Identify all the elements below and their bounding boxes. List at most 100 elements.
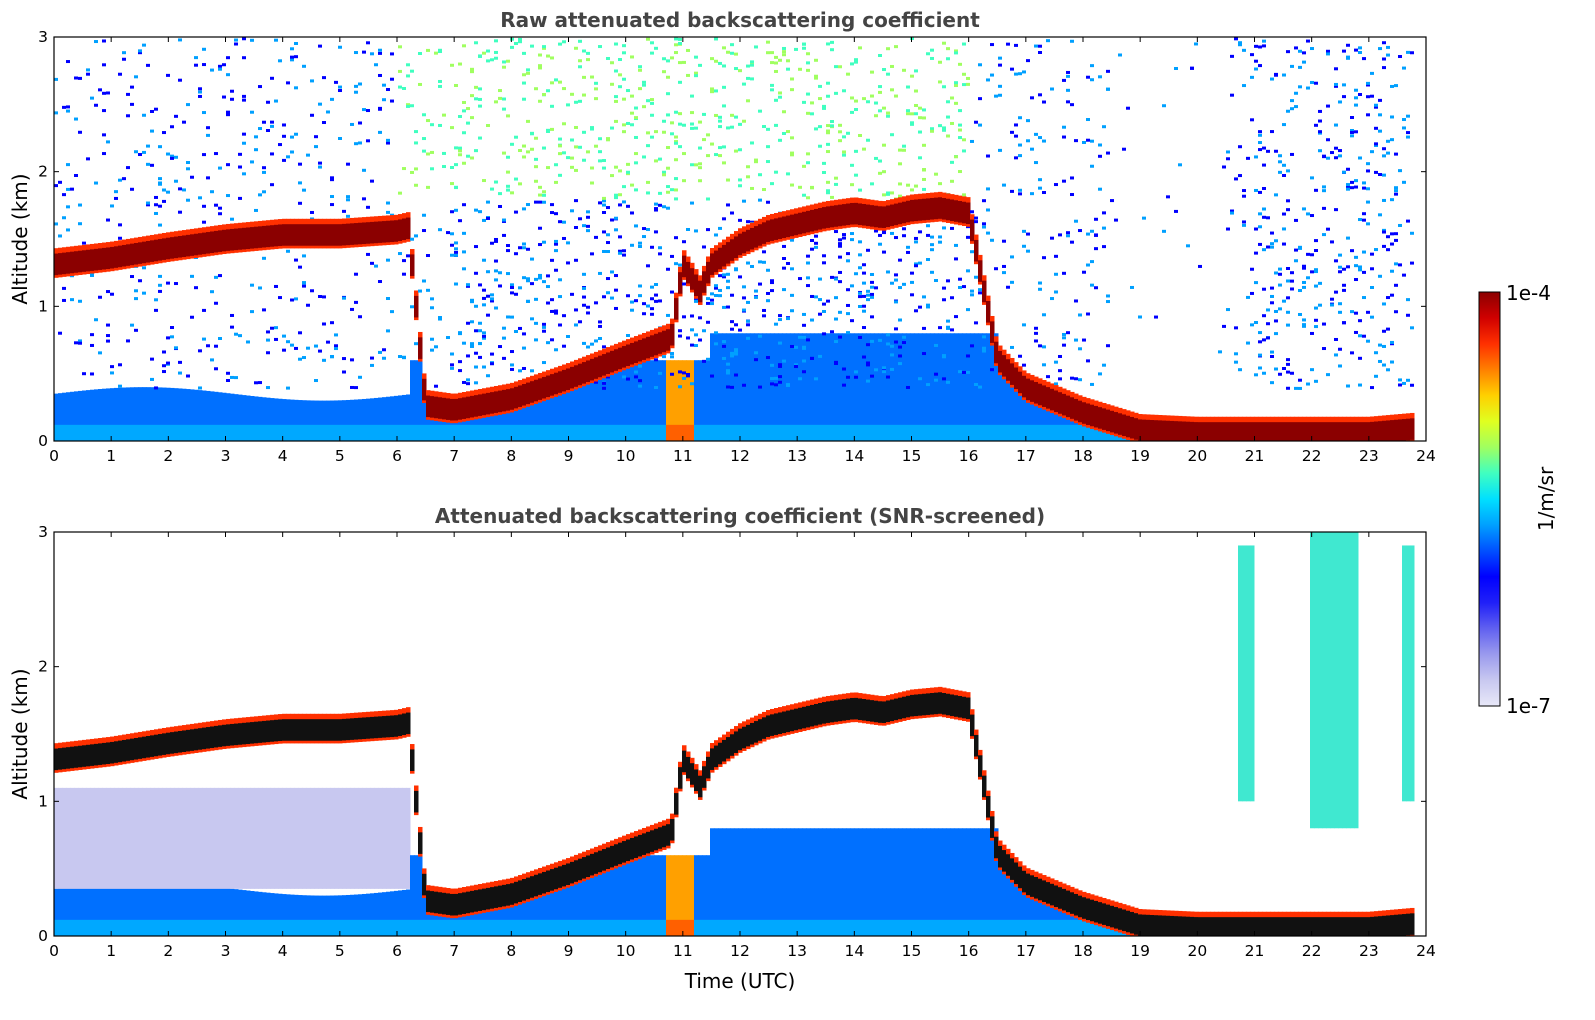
aerosol-cell: [410, 424, 415, 441]
noise-cell: [1254, 227, 1258, 231]
noise-cell: [926, 383, 930, 387]
noise-cell: [674, 177, 678, 181]
aerosol-cell: [786, 919, 791, 936]
cloud-cell: [834, 205, 839, 227]
aerosol-cell: [538, 919, 543, 936]
aerosol-cell: [734, 828, 739, 936]
noise-cell: [110, 371, 114, 375]
aerosol-cell: [978, 919, 983, 936]
noise-cell: [1290, 279, 1294, 283]
noise-cell: [826, 299, 830, 303]
aerosol-cell: [466, 919, 471, 936]
cloud-cell: [1190, 421, 1195, 441]
noise-cell: [686, 336, 690, 340]
noise-cell: [582, 286, 586, 290]
aerosol-cell: [86, 424, 91, 441]
cloud-cell: [606, 352, 611, 375]
cloud-cell: [582, 362, 587, 384]
cloud-cell: [1010, 858, 1015, 880]
cloud-cell: [1090, 404, 1095, 427]
aerosol-cell: [498, 424, 503, 441]
noise-cell: [702, 359, 706, 363]
noise-cell: [322, 295, 326, 299]
cloud-cell: [642, 833, 647, 855]
cloud-cell: [778, 712, 783, 735]
aerosol-cell: [678, 360, 683, 441]
noise-cell: [862, 294, 866, 298]
noise-cell: [1298, 245, 1302, 249]
noise-cell: [1274, 239, 1278, 243]
aerosol-cell: [514, 424, 519, 441]
noise-cell: [514, 210, 518, 214]
noise-cell: [190, 175, 194, 179]
noise-cell: [854, 58, 858, 62]
noise-cell: [502, 65, 506, 69]
cloud-cell: [878, 701, 883, 723]
noise-cell: [982, 346, 986, 350]
noise-cell: [266, 100, 270, 104]
aerosol-cell: [618, 855, 623, 936]
aerosol-cell: [950, 919, 955, 936]
aerosol-cell: [198, 390, 203, 441]
cloud-cell: [990, 816, 995, 838]
cloud-cell: [230, 228, 235, 251]
noise-cell: [98, 351, 102, 355]
noise-cell: [1266, 149, 1270, 153]
aerosol-cell: [486, 424, 491, 441]
aerosol-cell: [130, 387, 135, 441]
aerosol-cell: [678, 424, 683, 441]
x-tick-label: 6: [392, 447, 402, 465]
aerosol-cell: [742, 424, 747, 441]
cloud-cell: [214, 725, 219, 748]
noise-cell: [546, 54, 550, 58]
noise-cell: [674, 158, 678, 162]
noise-cell: [538, 53, 542, 57]
noise-cell: [498, 345, 502, 349]
noise-cell: [714, 153, 718, 157]
aerosol-cell: [582, 869, 587, 936]
cloud-cell: [146, 736, 151, 758]
noise-cell: [822, 106, 826, 110]
aerosol-cell: [482, 900, 487, 936]
aerosol-cell: [486, 919, 491, 936]
noise-cell: [594, 380, 598, 384]
aerosol-cell: [578, 424, 583, 441]
noise-cell: [610, 270, 614, 274]
noise-cell: [734, 349, 738, 353]
noise-cell: [702, 112, 706, 116]
aerosol-cell: [1082, 424, 1087, 441]
aerosol-cell: [642, 919, 647, 936]
aerosol-cell: [674, 855, 679, 936]
noise-cell: [90, 343, 94, 347]
aerosol-cell: [706, 919, 711, 936]
aerosol-cell: [894, 333, 899, 441]
noise-cell: [966, 370, 970, 374]
noise-cell: [670, 351, 674, 355]
cloud-cell: [1214, 422, 1219, 441]
aerosol-cell: [906, 828, 911, 936]
noise-cell: [1314, 284, 1318, 288]
aerosol-cell: [994, 919, 999, 936]
noise-cell: [330, 97, 334, 101]
noise-cell: [490, 187, 494, 191]
noise-cell: [1030, 192, 1034, 196]
noise-cell: [998, 148, 1002, 152]
aerosol-cell: [502, 896, 507, 936]
noise-cell: [250, 283, 254, 287]
noise-cell: [1314, 81, 1318, 85]
aerosol-cell: [758, 424, 763, 441]
aerosol-cell: [58, 888, 63, 936]
aerosol-cell: [414, 919, 419, 936]
aerosol-cell: [418, 424, 423, 441]
cloud-cell: [286, 719, 291, 741]
noise-cell: [318, 349, 322, 353]
noise-cell: [146, 201, 150, 205]
noise-cell: [1362, 296, 1366, 300]
noise-cell: [774, 69, 778, 73]
aerosol-cell: [166, 882, 171, 936]
noise-cell: [998, 56, 1002, 60]
noise-cell: [122, 177, 126, 181]
aerosol-cell: [650, 919, 655, 936]
cloud-cell: [582, 857, 587, 879]
aerosol-cell: [894, 828, 899, 936]
